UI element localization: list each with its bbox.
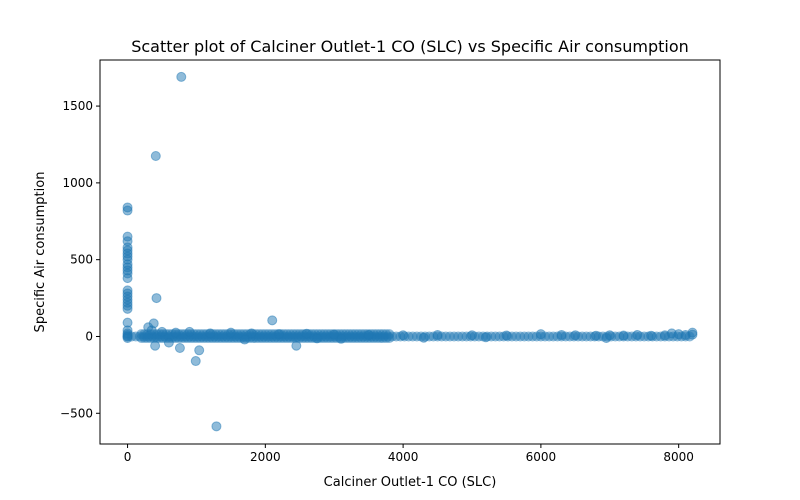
data-point [646, 330, 657, 341]
data-point [336, 333, 347, 344]
y-tick-label: 500 [70, 253, 93, 267]
data-point [601, 333, 612, 344]
data-point [535, 329, 546, 340]
data-point [687, 327, 698, 338]
x-axis-ticks: 0 2000 4000 6000 8000 [124, 444, 694, 464]
data-point [122, 205, 133, 216]
x-tick-label: 8000 [663, 450, 694, 464]
data-point [176, 71, 187, 82]
x-tick-label: 6000 [526, 450, 557, 464]
data-point [157, 326, 167, 337]
data-point [291, 340, 302, 351]
data-point [467, 330, 477, 341]
y-tick-label: 0 [85, 329, 93, 343]
data-point [122, 303, 133, 314]
data-point [632, 329, 643, 340]
y-axis-label: Specific Air consumption [33, 172, 48, 333]
data-point [122, 333, 133, 344]
data-point [246, 328, 257, 339]
data-point [211, 421, 222, 432]
data-point [184, 326, 195, 337]
data-point [274, 329, 285, 340]
data-point [480, 332, 491, 343]
data-point [591, 330, 601, 341]
data-point [556, 329, 567, 340]
data-point [205, 328, 216, 339]
data-point [150, 340, 161, 351]
data-point [150, 151, 161, 161]
data-point [190, 356, 201, 367]
data-point [384, 333, 395, 344]
data-point [570, 330, 581, 341]
data-point [170, 327, 181, 338]
x-tick-label: 2000 [250, 450, 281, 464]
data-point [194, 345, 205, 356]
data-point [239, 334, 250, 345]
data-point [151, 293, 162, 304]
y-tick-label: 1000 [62, 176, 93, 190]
data-point [122, 273, 133, 284]
points-layer [122, 71, 698, 432]
data-point [501, 330, 512, 341]
data-point [267, 315, 278, 326]
data-point [418, 332, 429, 343]
data-point [301, 328, 312, 339]
x-tick-label: 0 [124, 450, 132, 464]
chart-title: Scatter plot of Calciner Outlet-1 CO (SL… [131, 37, 689, 56]
x-axis-label: Calciner Outlet-1 CO (SLC) [324, 475, 497, 490]
data-point [363, 329, 374, 340]
data-point [618, 330, 629, 341]
y-tick-label: 1500 [62, 99, 93, 113]
x-tick-label: 4000 [388, 450, 419, 464]
data-point [174, 343, 185, 353]
data-point [146, 325, 157, 336]
data-point [398, 330, 409, 341]
y-axis-ticks: −500 0 500 1000 1500 [60, 99, 100, 420]
data-point [163, 337, 174, 348]
plot-area-frame [99, 59, 721, 445]
data-point [432, 329, 443, 340]
data-point [225, 327, 236, 338]
y-tick-label: −500 [60, 406, 93, 420]
data-point [312, 333, 322, 344]
